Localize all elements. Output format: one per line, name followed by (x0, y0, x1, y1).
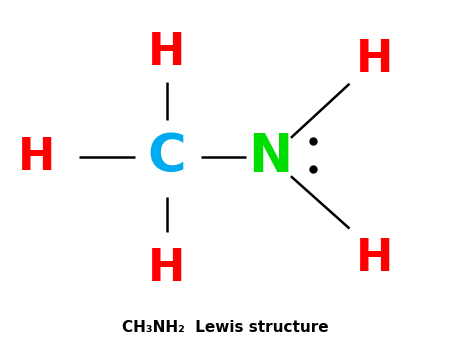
Text: C: C (147, 131, 186, 183)
Text: N: N (249, 131, 293, 183)
Text: H: H (18, 135, 55, 179)
Text: H: H (148, 31, 185, 74)
Text: CH₃NH₂  Lewis structure: CH₃NH₂ Lewis structure (122, 320, 329, 335)
Text: H: H (356, 237, 393, 280)
Text: H: H (148, 247, 185, 290)
Text: H: H (356, 38, 393, 81)
